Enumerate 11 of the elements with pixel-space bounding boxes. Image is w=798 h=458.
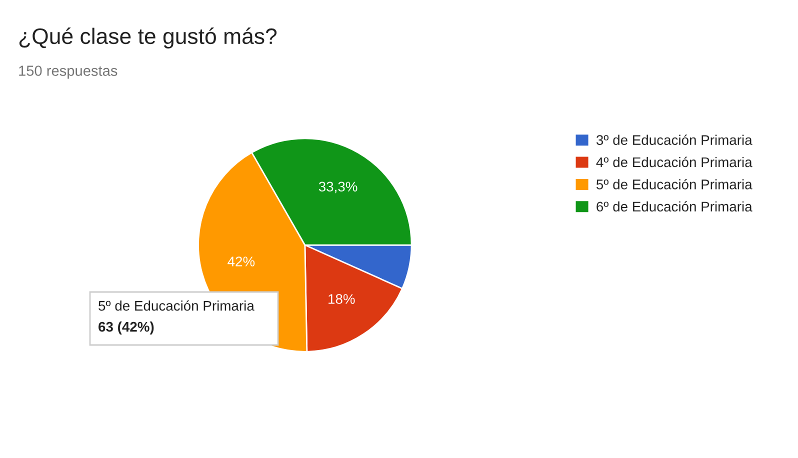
legend-label: 5º de Educación Primaria — [596, 178, 752, 190]
legend-label: 4º de Educación Primaria — [596, 156, 752, 168]
text: 63 (42%) — [98, 322, 154, 334]
legend-label: 6º de Educación Primaria — [596, 201, 752, 212]
chart-title: ¿Qué clase te gustó más? — [19, 28, 277, 48]
data-label: 33,3% — [318, 182, 358, 194]
text: 150 respuestas — [19, 66, 118, 79]
data-label: 42% — [228, 256, 255, 266]
data-label: 18% — [328, 294, 355, 304]
text: 5º de Educación Primaria — [98, 300, 254, 311]
legend-label: 3º de Educación Primaria — [596, 134, 752, 145]
